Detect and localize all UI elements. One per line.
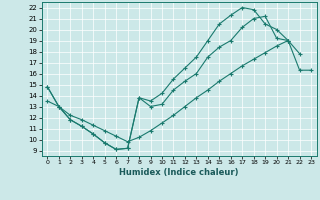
X-axis label: Humidex (Indice chaleur): Humidex (Indice chaleur) [119,168,239,177]
